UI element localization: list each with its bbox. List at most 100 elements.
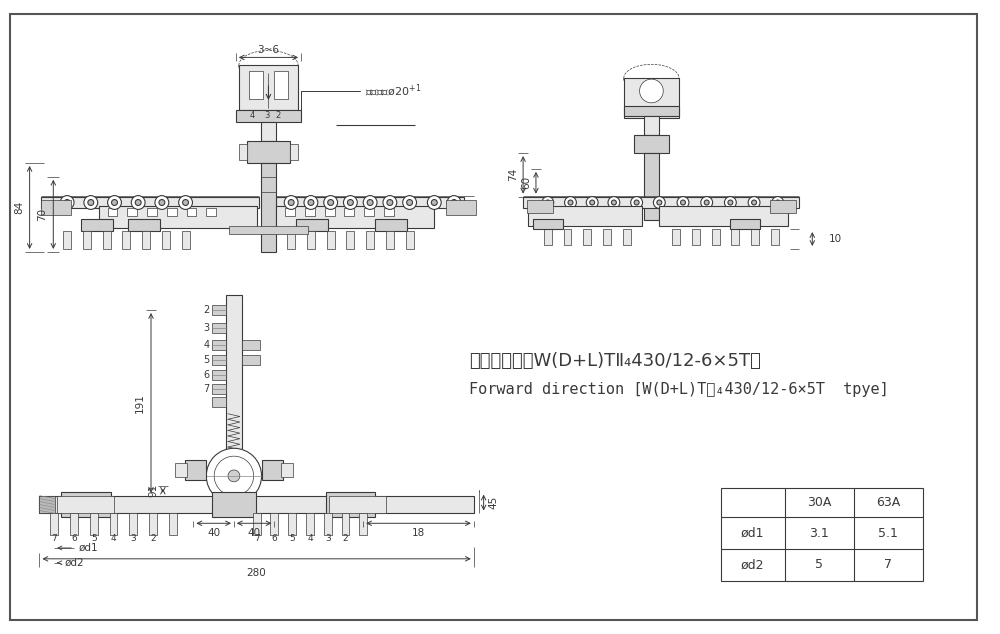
Circle shape [431,200,437,205]
Bar [212,384,226,394]
Text: 4: 4 [111,534,116,543]
Text: 70: 70 [37,208,47,221]
Text: 45: 45 [488,496,498,509]
Text: 正向［型号如W(D+L)TⅡ₄430/12-6×5T］: 正向［型号如W(D+L)TⅡ₄430/12-6×5T］ [469,353,761,370]
Bar [81,219,113,231]
Text: 5: 5 [91,534,97,543]
Bar [327,231,335,249]
Circle shape [288,200,294,205]
Bar [108,209,117,216]
Circle shape [403,196,417,209]
Bar [185,460,206,480]
Bar [583,229,591,245]
Bar [329,496,386,514]
Text: 3~6: 3~6 [257,44,279,55]
Bar [99,207,257,228]
Text: 2: 2 [276,111,281,120]
Text: ød1: ød1 [79,543,99,553]
Bar [50,514,58,535]
Bar [103,231,111,249]
Bar [712,229,720,245]
Bar [270,514,278,535]
Circle shape [88,200,94,205]
Bar [122,231,130,249]
Circle shape [308,200,314,205]
Bar [344,209,354,216]
Bar [236,110,301,122]
Circle shape [653,197,665,209]
Text: 6: 6 [203,370,209,380]
Bar [226,295,242,493]
Bar [276,207,434,228]
Circle shape [64,200,70,205]
Circle shape [60,196,74,209]
Bar [212,305,226,315]
Bar [770,200,796,214]
Text: 5: 5 [289,534,295,543]
Circle shape [640,79,663,103]
Bar [771,229,779,245]
Bar [61,492,111,517]
Circle shape [681,200,685,205]
Bar [274,71,288,99]
Circle shape [347,200,353,205]
Circle shape [135,200,141,205]
Text: 3: 3 [203,323,209,333]
Bar [527,200,553,214]
Circle shape [214,456,254,496]
Bar [731,229,739,245]
Bar [90,514,98,535]
Circle shape [363,196,377,209]
Bar [446,200,476,216]
Circle shape [155,196,169,209]
Circle shape [451,200,457,205]
Circle shape [179,196,192,209]
Bar [288,514,296,535]
Bar [730,219,760,229]
Bar [623,229,631,245]
Bar [242,340,260,349]
Circle shape [383,196,397,209]
Bar [692,229,700,245]
Text: 91: 91 [148,484,158,497]
Text: ød2: ød2 [64,558,84,568]
Bar [83,231,91,249]
Bar [306,514,314,535]
Bar [281,463,293,477]
Bar [242,356,260,365]
Bar [672,229,680,245]
Bar [644,115,659,136]
Circle shape [112,200,117,205]
Bar [142,231,150,249]
Text: 191: 191 [135,393,145,413]
Circle shape [407,200,413,205]
Circle shape [634,200,639,205]
Bar [262,460,283,480]
Circle shape [324,196,338,209]
Circle shape [387,200,393,205]
Bar [384,209,394,216]
Bar [206,209,216,216]
Bar [276,197,464,209]
Circle shape [131,196,145,209]
Bar [603,229,611,245]
Bar [57,496,114,514]
Circle shape [545,200,550,205]
Bar [128,219,160,231]
Bar [167,209,177,216]
Bar [212,356,226,365]
Bar [305,209,315,216]
Bar [41,197,259,209]
Circle shape [748,197,760,209]
Text: ød1: ød1 [741,527,764,540]
Circle shape [108,196,121,209]
Text: 3: 3 [264,111,269,120]
Circle shape [565,197,576,209]
Bar [624,106,679,115]
Circle shape [586,197,598,209]
Circle shape [427,196,441,209]
Text: 4: 4 [307,534,313,543]
Text: ød2: ød2 [741,558,764,571]
Bar [346,231,354,249]
Text: 4: 4 [203,340,209,349]
